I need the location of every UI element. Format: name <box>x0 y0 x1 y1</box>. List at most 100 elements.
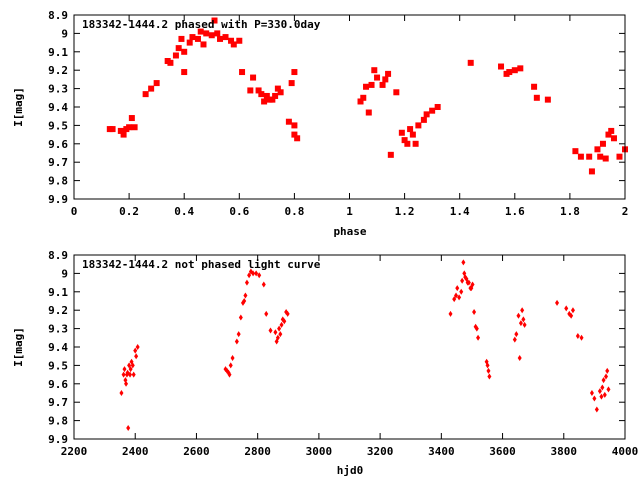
data-point <box>181 48 188 55</box>
y-tick-label: 9.2 <box>48 64 68 77</box>
y-tick-label: 9 <box>61 267 68 280</box>
plot-frame-unphased <box>73 254 626 440</box>
data-point <box>599 140 606 147</box>
data-point <box>569 312 574 319</box>
data-point <box>517 65 524 72</box>
data-point <box>533 94 540 101</box>
data-point <box>244 279 249 286</box>
data-point <box>448 310 453 317</box>
data-point <box>610 135 617 142</box>
data-point <box>214 30 221 37</box>
chart-title-phased: 183342-1444.2 phased with P=330.0day <box>82 18 321 31</box>
data-point <box>264 310 269 317</box>
x-tick-label: 3200 <box>367 445 394 458</box>
data-point <box>605 131 612 138</box>
data-point <box>506 69 513 76</box>
data-point <box>592 395 597 402</box>
data-point <box>520 307 525 314</box>
data-point <box>167 59 174 66</box>
data-point <box>236 37 243 44</box>
data-point <box>126 424 131 431</box>
data-point <box>589 390 594 396</box>
data-point <box>407 126 414 133</box>
data-point <box>250 74 257 81</box>
data-point <box>385 70 392 77</box>
data-point <box>521 316 526 323</box>
data-point <box>467 59 474 66</box>
data-point <box>258 91 265 98</box>
data-point <box>254 270 259 277</box>
data-point <box>357 98 364 105</box>
data-point <box>263 92 270 99</box>
data-point <box>208 32 215 39</box>
data-point <box>279 321 284 328</box>
data-point <box>251 270 256 277</box>
data-point <box>601 377 606 384</box>
data-point <box>586 153 593 160</box>
data-point <box>555 299 560 306</box>
data-point <box>200 41 207 48</box>
x-tick-label: 3000 <box>306 445 333 458</box>
data-point <box>404 140 411 147</box>
data-point <box>274 85 281 92</box>
x-tick-label: 0.4 <box>174 205 194 218</box>
data-point <box>242 298 247 304</box>
data-point <box>172 52 179 59</box>
x-tick-label: 1.6 <box>505 205 525 218</box>
data-point <box>230 41 237 48</box>
data-point <box>273 329 278 336</box>
data-point <box>602 391 607 398</box>
data-point <box>194 35 201 42</box>
data-point <box>119 390 124 396</box>
data-point <box>126 124 133 131</box>
data-point <box>222 34 229 41</box>
y-tick-label: 9.5 <box>48 359 68 372</box>
data-point <box>285 118 292 125</box>
data-point <box>178 35 185 42</box>
data-point <box>131 371 136 378</box>
data-point <box>572 148 579 155</box>
data-point <box>516 312 521 319</box>
data-point <box>597 388 602 395</box>
data-point <box>142 91 149 98</box>
data-point <box>130 362 135 369</box>
y-tick-label: 9.9 <box>48 193 68 206</box>
y-tick-label: 9 <box>61 27 68 40</box>
data-point <box>594 406 599 413</box>
data-point <box>454 292 459 299</box>
data-point <box>409 131 416 138</box>
data-point <box>570 307 575 314</box>
data-point <box>135 344 140 350</box>
y-tick-label: 9.9 <box>48 433 68 446</box>
data-point <box>121 371 126 378</box>
y-tick-label: 9.3 <box>48 83 68 96</box>
data-point <box>153 80 160 87</box>
plot-frame-phased <box>73 14 626 200</box>
x-tick-label: 1.2 <box>395 205 415 218</box>
data-point <box>401 137 408 144</box>
y-tick-label: 9.2 <box>48 304 68 317</box>
data-point <box>604 373 609 380</box>
data-point <box>268 327 273 334</box>
data-point <box>257 272 262 279</box>
data-point <box>412 140 419 147</box>
data-point <box>294 135 301 142</box>
data-point <box>393 89 400 96</box>
x-tick-label: 0.6 <box>229 205 249 218</box>
x-axis-label-unphased: hjd0 <box>337 464 364 477</box>
y-tick-label: 9.6 <box>48 138 68 151</box>
data-point <box>382 76 389 83</box>
data-point <box>522 321 527 328</box>
data-point <box>247 272 252 279</box>
data-point <box>374 74 381 81</box>
data-point <box>460 277 465 284</box>
data-point <box>518 320 523 327</box>
data-point <box>466 279 471 286</box>
x-tick-label: 0.8 <box>284 205 304 218</box>
data-point <box>175 45 182 52</box>
data-point <box>600 384 605 391</box>
data-point <box>564 305 569 312</box>
data-point <box>575 332 580 339</box>
data-point <box>227 371 232 378</box>
